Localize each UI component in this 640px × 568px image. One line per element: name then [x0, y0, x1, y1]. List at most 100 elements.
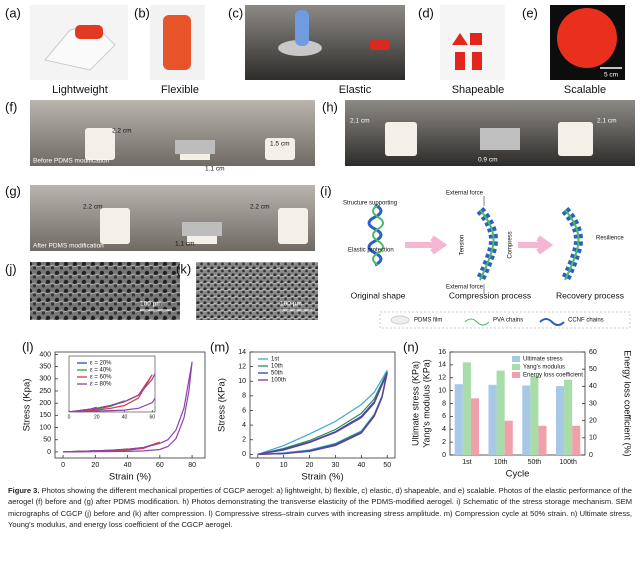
x-tick-label: 100th: [559, 459, 577, 466]
panel-label: (d): [418, 5, 434, 20]
stage-label: Compression process: [449, 290, 531, 300]
x-tick-label: 0: [256, 462, 260, 469]
x-tick-label: 20: [91, 462, 99, 469]
x-tick-label: 10th: [494, 459, 508, 466]
y-tick-label: 0: [589, 452, 593, 459]
bar: [564, 379, 573, 455]
y-tick-label: 14: [438, 362, 446, 369]
photo-object: [180, 154, 210, 160]
panel-label: (n): [403, 339, 419, 354]
caption-label: Figure 3.: [8, 486, 40, 495]
height-label: 1.5 cm: [270, 141, 290, 148]
photo-object: [85, 128, 115, 160]
legend-label: CCNF chains: [568, 318, 604, 324]
bar: [555, 386, 565, 455]
y-tick-label: 20: [589, 418, 597, 425]
panel-label: (j): [5, 261, 17, 276]
bar: [522, 385, 531, 455]
bar: [454, 384, 463, 455]
panel-label: (k): [176, 261, 191, 276]
x-tick-label: 10: [280, 462, 288, 469]
photo-object: [385, 122, 417, 156]
scale-bar-label: 5 cm: [604, 72, 618, 79]
y-tick-label: 10: [438, 387, 446, 394]
photo-object: [163, 15, 191, 70]
y-tick-label: 12: [238, 363, 246, 370]
legend-label: Yang's modulus: [523, 365, 565, 371]
legend-swatch: [539, 318, 565, 326]
y-tick-label: 200: [39, 400, 51, 407]
height-label: 2.2 cm: [83, 204, 103, 211]
photo-object: [265, 138, 295, 160]
caption-text: Photos showing the different mechanical …: [8, 486, 633, 529]
y-tick-label: 16: [438, 349, 446, 356]
coil: [372, 204, 384, 266]
y-axis-label: Yang's modulus (KPa): [421, 359, 431, 448]
schematic-label: Resilience: [596, 236, 624, 242]
x-tick-label: 40: [357, 462, 365, 469]
x-tick-label: 50th: [528, 459, 542, 466]
arrow: [405, 235, 448, 255]
legend-swatch: [464, 318, 490, 326]
bar: [504, 420, 513, 455]
legend-label: ε = 80%: [90, 382, 112, 388]
y-tick-label: 8: [442, 400, 446, 407]
series-line: [69, 372, 155, 412]
photo-object: [175, 140, 215, 154]
x-tick-label: 0: [61, 462, 65, 469]
legend-box: [379, 311, 631, 329]
y-tick-label: 50: [589, 366, 597, 373]
y-tick-label: 150: [39, 412, 51, 419]
arrow: [518, 235, 554, 255]
series-line: [257, 372, 388, 455]
y-axis-label: Ultimate stress (KPa): [410, 361, 420, 446]
legend-swatch: [390, 315, 410, 325]
bar: [530, 375, 539, 455]
legend-label: ε = 40%: [90, 368, 112, 374]
schematic-label: External force: [446, 285, 484, 291]
height-label: 1.1 cm: [175, 241, 195, 248]
y-tick-label: 6: [442, 413, 446, 420]
inset-x-tick-label: 20: [94, 414, 100, 420]
y-tick-label: 12: [438, 375, 446, 382]
bar: [538, 425, 547, 455]
height-label: 2.1 cm: [350, 118, 370, 125]
panel-label: (l): [22, 339, 34, 354]
legend-label: 1st: [271, 357, 279, 363]
scale-bar-label: 100 µm: [140, 301, 162, 308]
y-tick-label: 2: [442, 439, 446, 446]
legend-label: ε = 60%: [90, 375, 112, 381]
y-tick-label: 250: [39, 388, 51, 395]
bar: [462, 362, 471, 455]
y2-axis-label: Energy loss coefficient (%): [623, 350, 633, 456]
panel-label: (g): [5, 183, 21, 198]
inset-x-tick-label: 40: [122, 414, 128, 420]
legend-swatch: [512, 356, 520, 362]
panel-caption: Lightweight: [52, 84, 108, 96]
bar: [496, 370, 505, 455]
panel-label: (f): [5, 99, 17, 114]
height-label: 1.1 cm: [205, 166, 225, 173]
y-axis-label: Stress (KPa): [217, 378, 228, 432]
x-tick-label: 20: [306, 462, 314, 469]
schematic-label: Structure supporting: [343, 201, 397, 207]
y-tick-label: 14: [238, 349, 246, 356]
bar: [572, 425, 581, 455]
panel-label: (a): [5, 5, 21, 20]
y-tick-label: 50: [43, 437, 51, 444]
figure: 5 cm (a) (b) (c) (d) (e) Lightweight Fle…: [5, 5, 635, 482]
figure-caption: Figure 3. Photos showing the different m…: [8, 485, 632, 530]
x-tick-label: 1st: [462, 459, 471, 466]
photo-object: [452, 33, 482, 70]
series-group: [257, 369, 388, 455]
schematic-label: Elastic protection: [348, 248, 394, 254]
inset-series-group: [69, 372, 155, 412]
panel-label: (b): [134, 5, 150, 20]
photo-object: [278, 40, 322, 56]
scale-bar-label: 100 µm: [280, 301, 302, 308]
x-axis-label: Cycle: [506, 469, 530, 480]
photo-object: [100, 208, 130, 244]
height-label: 2.2 cm: [112, 128, 132, 135]
series-line: [257, 371, 388, 455]
y-tick-label: 6: [242, 407, 246, 414]
